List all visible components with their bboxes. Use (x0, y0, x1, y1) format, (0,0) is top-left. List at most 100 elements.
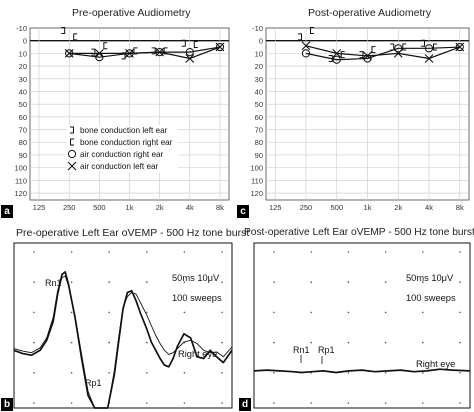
x-tick-label: 1k (126, 203, 134, 212)
ovemp-post-chart: 50ms 10μV 100 sweeps Right eye Rn1 Rp1 (253, 242, 471, 409)
y-tick-label: 30 (255, 75, 263, 84)
grid-dot (221, 311, 223, 314)
grid-dot (347, 341, 350, 344)
data-point (297, 33, 302, 41)
data-point (332, 55, 341, 64)
x-tick-label: 4k (425, 203, 433, 212)
audiogram-pre-panel: Pre-operative Audiometry -10 0 10 20 30 40 50 6… (0, 0, 232, 220)
data-point (91, 48, 96, 56)
data-point (73, 33, 78, 41)
grid-dot (347, 281, 350, 283)
data-point (393, 48, 403, 58)
panel-badge: c (237, 205, 249, 218)
grid-dot (273, 372, 275, 374)
legend-marker (70, 126, 74, 134)
grid-dot (384, 281, 387, 283)
y-tick-label: 40 (19, 87, 27, 96)
data-point (103, 42, 108, 50)
x-tick-label: 250 (300, 203, 313, 212)
series-line (305, 45, 460, 60)
data-point (61, 27, 66, 35)
grid-dot (221, 372, 223, 374)
data-point (455, 42, 465, 52)
grid-dot (108, 372, 110, 374)
data-point (121, 52, 126, 60)
data-point (181, 39, 186, 47)
data-point (371, 46, 376, 54)
data-point (433, 43, 438, 51)
grid-dot (273, 402, 275, 404)
grid-dot (33, 341, 35, 344)
grid-dot (347, 372, 350, 374)
grid-dot (310, 311, 312, 314)
grid-dot (33, 251, 35, 253)
grid-dot (273, 341, 275, 344)
data-point (363, 51, 372, 61)
peak-label-rp1: Rp1 (318, 345, 335, 355)
y-tick-label: 40 (255, 87, 263, 96)
grid-dot (108, 341, 110, 344)
x-tick-label: 250 (63, 203, 76, 212)
grid-dot (183, 251, 186, 253)
audiogram-post-panel: Post-operative Audiometry -10 0 10 20 30 40 50… (236, 0, 474, 220)
y-tick-label: 0 (23, 37, 27, 46)
legend-marker (67, 161, 77, 171)
grid-dot (146, 311, 148, 314)
y-tick-label: 90 (255, 151, 263, 160)
x-tick-label: 2k (394, 203, 402, 212)
data-point (163, 47, 168, 55)
x-tick-label: 8k (456, 203, 464, 212)
grid-dot (146, 251, 148, 253)
panel-badge: b (1, 398, 13, 411)
y-tick-label: 20 (255, 62, 263, 71)
legend-marker (70, 138, 74, 146)
data-point (340, 51, 345, 59)
grid-dot (384, 341, 387, 344)
grid-dot (221, 341, 223, 344)
scale-label: 50ms 10μV (406, 273, 454, 283)
y-tick-label: 70 (255, 126, 263, 135)
grid-dot (310, 281, 312, 283)
legend-label: bone conduction left ear (80, 126, 168, 135)
y-tick-label: 60 (19, 113, 27, 122)
x-tick-label: 125 (269, 203, 282, 212)
grid-dot (422, 281, 424, 283)
grid-dot (33, 311, 35, 314)
grid-dot (347, 402, 350, 404)
grid-dot (273, 311, 275, 314)
grid-dot (459, 402, 461, 404)
legend-label: air conduction right ear (80, 150, 164, 159)
x-tick-label: 8k (216, 203, 224, 212)
data-point (359, 51, 364, 59)
grid-dot (183, 311, 186, 314)
y-tick-label: 90 (19, 151, 27, 160)
y-tick-label: 120 (14, 189, 27, 198)
legend-bg (66, 125, 178, 136)
legend-label: air conduction left ear (80, 162, 159, 171)
grid-dot (273, 251, 275, 253)
grid-dot (459, 281, 461, 283)
x-tick-label: 500 (93, 203, 106, 212)
plot-area (253, 242, 471, 409)
y-tick-label: 10 (19, 49, 27, 58)
grid-dot (146, 372, 148, 374)
audiogram-pre-chart: -10 0 10 20 30 40 50 60 70 80 90 100 110 120 125 250 500… (14, 24, 230, 212)
y-tick-label: 100 (250, 164, 263, 173)
chart-title: Pre-operative Audiometry (72, 7, 191, 19)
grid-dot (422, 251, 424, 253)
series-line (69, 46, 221, 60)
grid-dot (70, 311, 73, 314)
y-tick-label: 70 (19, 126, 27, 135)
sweeps-label: 100 sweeps (406, 293, 456, 303)
series-line (305, 46, 460, 61)
chart-title: Post-operative Audiometry (308, 7, 432, 19)
waveform-trace (253, 368, 471, 374)
grid-dot (146, 402, 148, 404)
grid-dot (33, 281, 35, 283)
grid-dot (384, 311, 387, 314)
data-point (215, 42, 225, 52)
chart-title: Pre-operative Left Ear oVEMP - 500 Hz to… (16, 227, 250, 239)
grid-dot (183, 281, 186, 283)
chart-title: Post-operative Left Ear oVEMP - 500 Hz t… (244, 227, 474, 238)
grid-dot (459, 251, 461, 253)
